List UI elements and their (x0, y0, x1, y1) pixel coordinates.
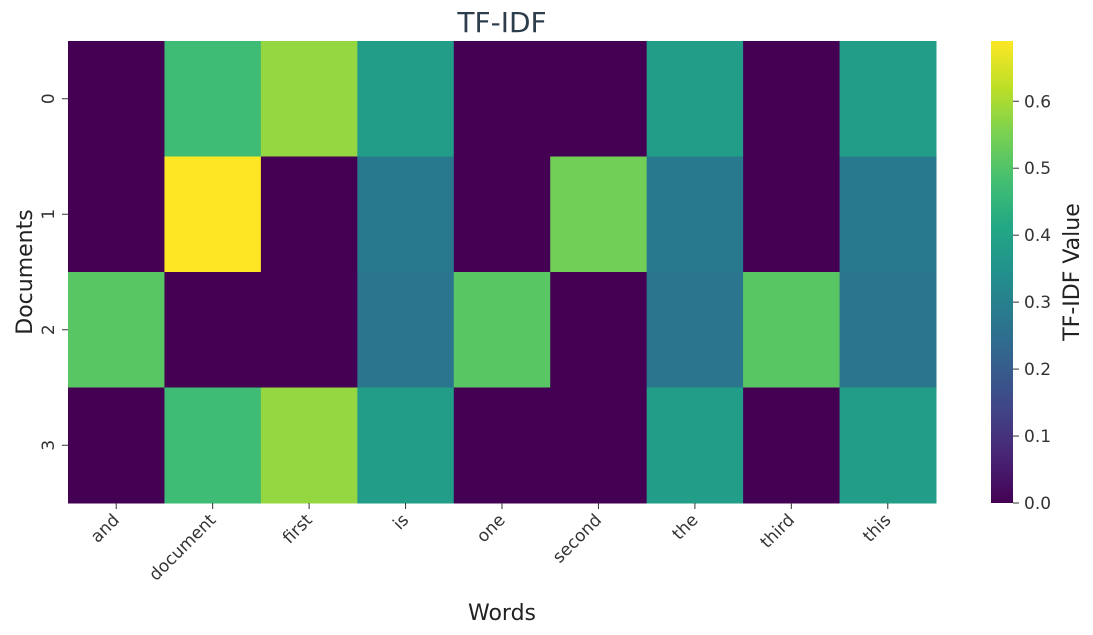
heatmap-cell (164, 272, 262, 388)
heatmap-cell (357, 387, 455, 504)
colorbar-tick-label: 0.0 (1024, 494, 1051, 514)
heatmap-cell (357, 156, 455, 273)
y-tick-labels: 0 1 2 3 (39, 93, 68, 451)
heatmap-cell (68, 156, 165, 273)
heatmap-cell (550, 41, 648, 157)
heatmap-cell (743, 387, 841, 504)
heatmap-cell (357, 272, 455, 388)
x-tick-label: first (279, 510, 317, 548)
heatmap-cell (453, 41, 551, 157)
x-tick-label: this (859, 510, 895, 546)
heatmap-cell (646, 41, 744, 157)
heatmap-cell (453, 387, 551, 504)
colorbar-tick-label: 0.3 (1024, 293, 1051, 313)
y-tick-label: 3 (39, 440, 59, 451)
heatmap-cell (453, 156, 551, 273)
heatmap-cell (743, 156, 841, 273)
heatmap-cell (646, 387, 744, 504)
heatmap-cells (68, 41, 937, 504)
colorbar-tick-label: 0.5 (1024, 159, 1051, 179)
y-axis-label: Documents (13, 209, 38, 334)
heatmap-cell (743, 272, 841, 388)
colorbar-ticks: 0.0 0.1 0.2 0.3 0.4 0.5 0.6 (1013, 92, 1051, 514)
heatmap-cell (839, 156, 937, 273)
x-tick-label: document (145, 510, 220, 585)
chart-title: TF-IDF (456, 6, 546, 39)
x-tick-label: third (757, 510, 799, 552)
x-tick-labels: and document first is one second the third this (87, 503, 895, 585)
colorbar (991, 41, 1013, 503)
y-tick-label: 1 (39, 209, 59, 220)
heatmap-cell (550, 156, 648, 273)
colorbar-tick-label: 0.4 (1024, 226, 1051, 246)
x-tick-label: is (389, 510, 413, 534)
heatmap-cell (68, 41, 165, 157)
heatmap-cell (646, 272, 744, 388)
heatmap-cell (839, 41, 937, 157)
heatmap-cell (646, 156, 744, 273)
heatmap-cell (260, 41, 358, 157)
colorbar-label: TF-IDF Value (1060, 203, 1085, 342)
heatmap-cell (68, 272, 165, 388)
heatmap-cell (453, 272, 551, 388)
heatmap-cell (164, 156, 262, 273)
heatmap-cell (550, 387, 648, 504)
heatmap-cell (839, 387, 937, 504)
x-tick-label: the (669, 510, 703, 544)
heatmap-cell (260, 387, 358, 504)
x-tick-label: one (473, 510, 510, 547)
y-tick-label: 2 (39, 324, 59, 335)
heatmap-cell (260, 272, 358, 388)
colorbar-tick-label: 0.1 (1024, 427, 1051, 447)
heatmap-cell (68, 387, 165, 504)
x-tick-label: second (549, 510, 606, 567)
heatmap-cell (357, 41, 455, 157)
heatmap-cell (550, 272, 648, 388)
heatmap-cell (164, 41, 262, 157)
colorbar-tick-label: 0.6 (1024, 92, 1051, 112)
heatmap-cell (260, 156, 358, 273)
x-axis-label: Words (468, 601, 536, 626)
heatmap-cell (164, 387, 262, 504)
heatmap-cell (743, 41, 841, 157)
colorbar-tick-label: 0.2 (1024, 360, 1051, 380)
x-tick-label: and (87, 510, 124, 547)
heatmap-cell (839, 272, 937, 388)
y-tick-label: 0 (39, 93, 59, 104)
